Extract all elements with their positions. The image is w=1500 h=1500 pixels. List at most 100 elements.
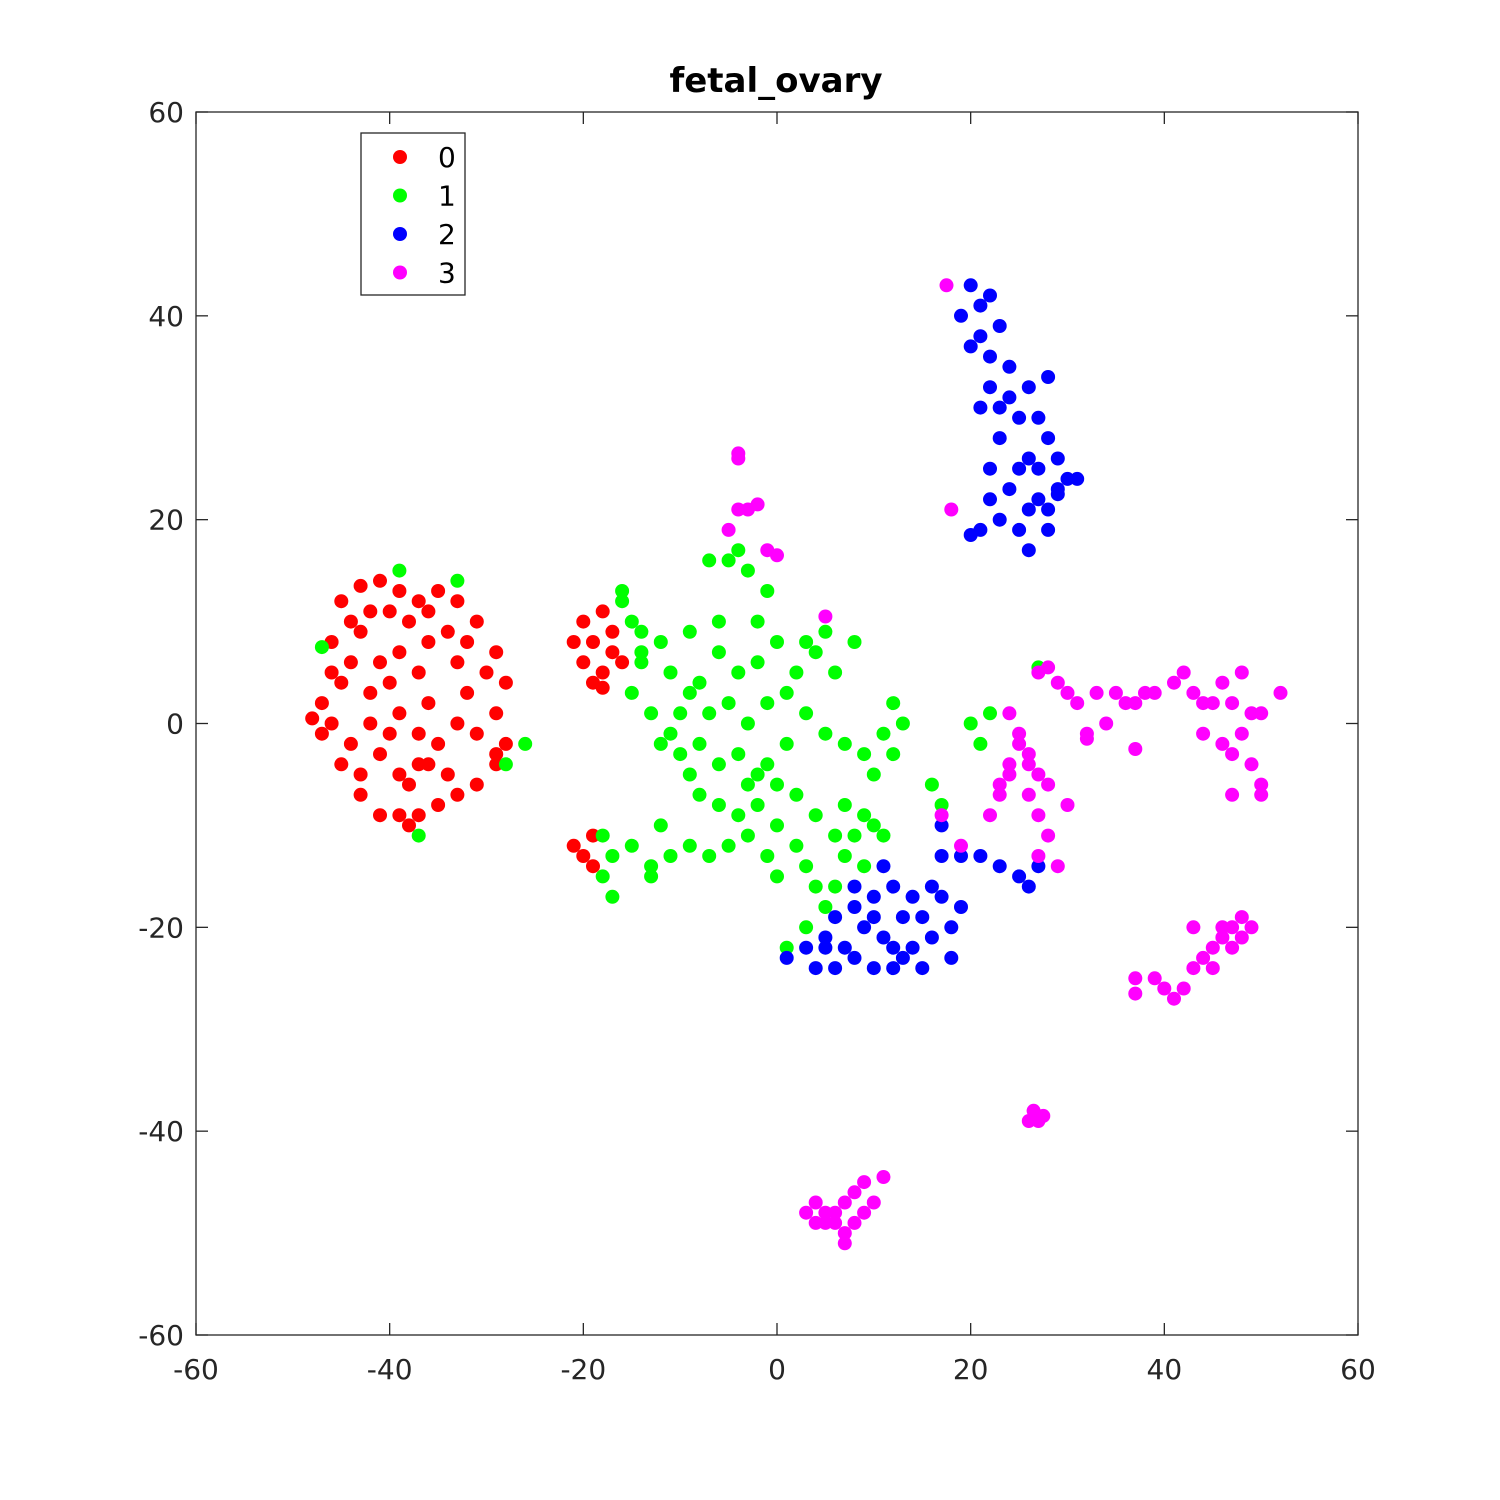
point-series-0-6 [450,594,465,609]
point-series-1-72 [711,645,726,660]
point-series-0-32 [450,655,465,670]
point-series-2-62 [915,910,930,925]
point-series-1-96 [973,736,988,751]
point-series-2-58 [818,940,833,955]
point-series-1-34 [624,838,639,853]
point-series-3-57 [1244,757,1259,772]
point-series-2-41 [818,930,833,945]
point-series-1-83 [828,828,843,843]
point-series-2-21 [992,512,1007,527]
point-series-3-1 [944,502,959,517]
point-series-3-22 [1012,736,1027,751]
point-series-1-33 [644,859,659,874]
point-series-1-102 [634,645,649,660]
point-series-1-94 [963,716,978,731]
point-series-1-80 [770,777,784,792]
series-3 [721,278,1288,1251]
point-series-2-28 [1012,461,1027,476]
point-series-0-56 [353,624,368,639]
point-series-3-37 [1167,675,1181,690]
point-series-1-39 [615,594,630,609]
point-series-2-29 [1031,492,1046,507]
point-series-2-42 [828,910,843,925]
point-series-3-24 [1041,777,1056,792]
point-series-1-86 [760,757,775,772]
point-series-3-88 [808,1195,823,1210]
point-series-3-18 [1031,849,1046,863]
point-series-3-69 [1186,961,1201,976]
point-series-0-29 [402,614,416,629]
point-series-3-50 [1099,716,1114,731]
point-series-3-17 [1041,828,1056,843]
point-series-3-89 [818,1205,833,1220]
point-series-1-29 [721,838,736,853]
point-series-0-21 [343,736,358,751]
point-series-1-82 [808,808,823,823]
point-series-0-10 [489,706,504,721]
legend-marker-3 [393,265,407,280]
point-series-3-28 [1021,757,1036,772]
point-series-1-84 [837,798,852,812]
point-series-3-23 [1002,767,1017,782]
point-series-1-62 [876,828,891,843]
point-series-1-93 [411,828,426,843]
x-tick-label: 40 [1147,1353,1183,1386]
point-series-2-13 [1050,451,1065,466]
point-series-1-59 [847,828,862,843]
point-series-0-60 [489,747,504,762]
point-series-1-5 [750,614,765,629]
point-series-3-10 [818,609,833,624]
point-series-3-34 [1108,685,1123,700]
y-tick-label: 0 [166,708,184,741]
point-series-3-41 [1244,706,1259,721]
point-series-1-47 [760,696,775,711]
point-series-3-42 [1254,706,1269,721]
point-series-2-30 [1050,487,1065,502]
point-series-0-4 [411,594,426,609]
point-series-3-12 [1012,726,1027,741]
point-series-3-55 [1225,747,1240,762]
point-series-0-27 [363,604,378,619]
point-series-0-33 [460,685,475,700]
point-series-3-60 [1225,787,1240,802]
point-series-1-45 [721,696,736,711]
point-series-2-14 [1031,461,1046,476]
point-series-2-54 [886,961,901,976]
point-series-0-40 [363,685,378,700]
point-series-3-33 [1089,685,1104,700]
point-series-1-91 [518,736,533,751]
point-series-3-25 [1050,859,1065,874]
legend-box [360,132,466,296]
point-series-1-13 [673,747,688,762]
point-series-2-20 [983,492,997,507]
point-series-2-52 [924,930,939,945]
point-series-0-53 [402,777,416,792]
point-series-1-89 [392,563,407,578]
point-series-3-98 [818,1215,833,1230]
series-0 [305,573,630,874]
point-series-3-3 [731,451,746,466]
point-series-1-32 [663,849,678,863]
point-series-2-2 [954,308,968,323]
point-series-0-17 [392,808,407,823]
point-series-3-38 [1186,685,1201,700]
point-series-0-74 [615,655,630,670]
point-series-0-77 [566,838,581,853]
point-series-0-19 [353,787,368,802]
point-series-2-55 [866,961,881,976]
point-series-2-11 [1031,410,1046,425]
point-series-3-90 [828,1215,843,1230]
point-series-0-68 [595,665,610,680]
point-series-1-9 [634,655,649,670]
point-series-2-70 [876,859,891,874]
x-tick-label: -60 [173,1353,219,1386]
point-series-1-88 [314,640,329,655]
y-tick-label: 60 [148,96,184,129]
point-series-3-0 [939,278,954,293]
series-1 [314,543,1046,955]
point-series-3-99 [837,1195,852,1210]
point-series-3-92 [847,1215,862,1230]
point-series-1-61 [857,859,872,874]
point-series-1-56 [886,747,901,762]
